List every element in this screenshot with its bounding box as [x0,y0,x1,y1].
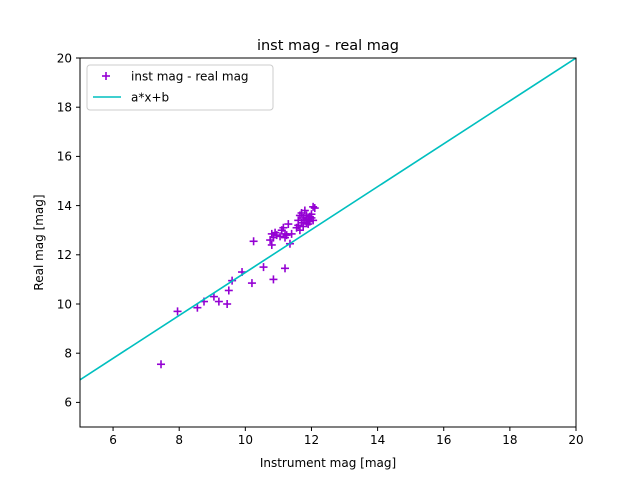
scatter-point [309,216,318,225]
scatter-point [223,300,232,308]
scatter-point [173,307,182,316]
y-axis-ticks: 6 8 10 12 14 16 18 20 [57,51,80,410]
scatter-point [157,360,166,369]
y-tick-label: 14 [57,199,72,213]
scatter-point [249,237,258,246]
scatter-point [300,206,309,215]
scatter-point [276,232,285,241]
scatter-point [279,223,288,232]
x-tick-label: 8 [175,433,183,447]
x-tick-label: 14 [370,433,385,447]
legend-entry-scatter: inst mag - real mag [102,70,249,84]
x-axis-label: Instrument mag [mag] [260,456,396,470]
scatter-point [287,229,296,238]
scatter-point [281,264,290,273]
x-tick-label: 20 [568,433,583,447]
legend-label-scatter: inst mag - real mag [131,70,249,84]
x-tick-label: 12 [304,433,319,447]
scatter-point [259,263,268,272]
scatter-point [214,297,223,306]
chart-title: inst mag - real mag [257,38,399,54]
y-tick-label: 20 [57,51,72,65]
fit-line [80,58,576,381]
scatter-point [309,202,318,211]
legend-entry-line: a*x+b [93,91,169,105]
legend: inst mag - real mag a*x+b [86,64,274,111]
scatter-point [209,292,218,301]
x-tick-label: 18 [502,433,517,447]
legend-frame [86,64,274,111]
scatter-point [247,279,256,288]
scatter-point [284,220,293,229]
y-tick-label: 12 [57,248,72,262]
y-tick-label: 6 [64,396,72,410]
scatter-point [267,240,276,249]
x-tick-label: 16 [436,433,451,447]
y-tick-label: 8 [64,347,72,361]
scatter-point [307,210,316,219]
legend-label-line: a*x+b [131,91,169,105]
plot-frame [79,57,577,428]
scatter-point [224,286,233,295]
series-layer [80,58,576,381]
y-axis-label: Real mag [mag] [32,194,46,290]
y-tick-label: 16 [57,150,72,164]
scatter-point [269,275,278,284]
scatter-point [282,231,291,240]
x-tick-label: 10 [238,433,253,447]
y-tick-label: 10 [57,297,72,311]
y-tick-label: 18 [57,101,72,115]
scatter-point [310,204,319,213]
scatter-point [193,303,202,312]
x-axis-ticks: 6 8 10 12 14 16 18 20 [109,427,584,447]
x-tick-label: 6 [109,433,117,447]
